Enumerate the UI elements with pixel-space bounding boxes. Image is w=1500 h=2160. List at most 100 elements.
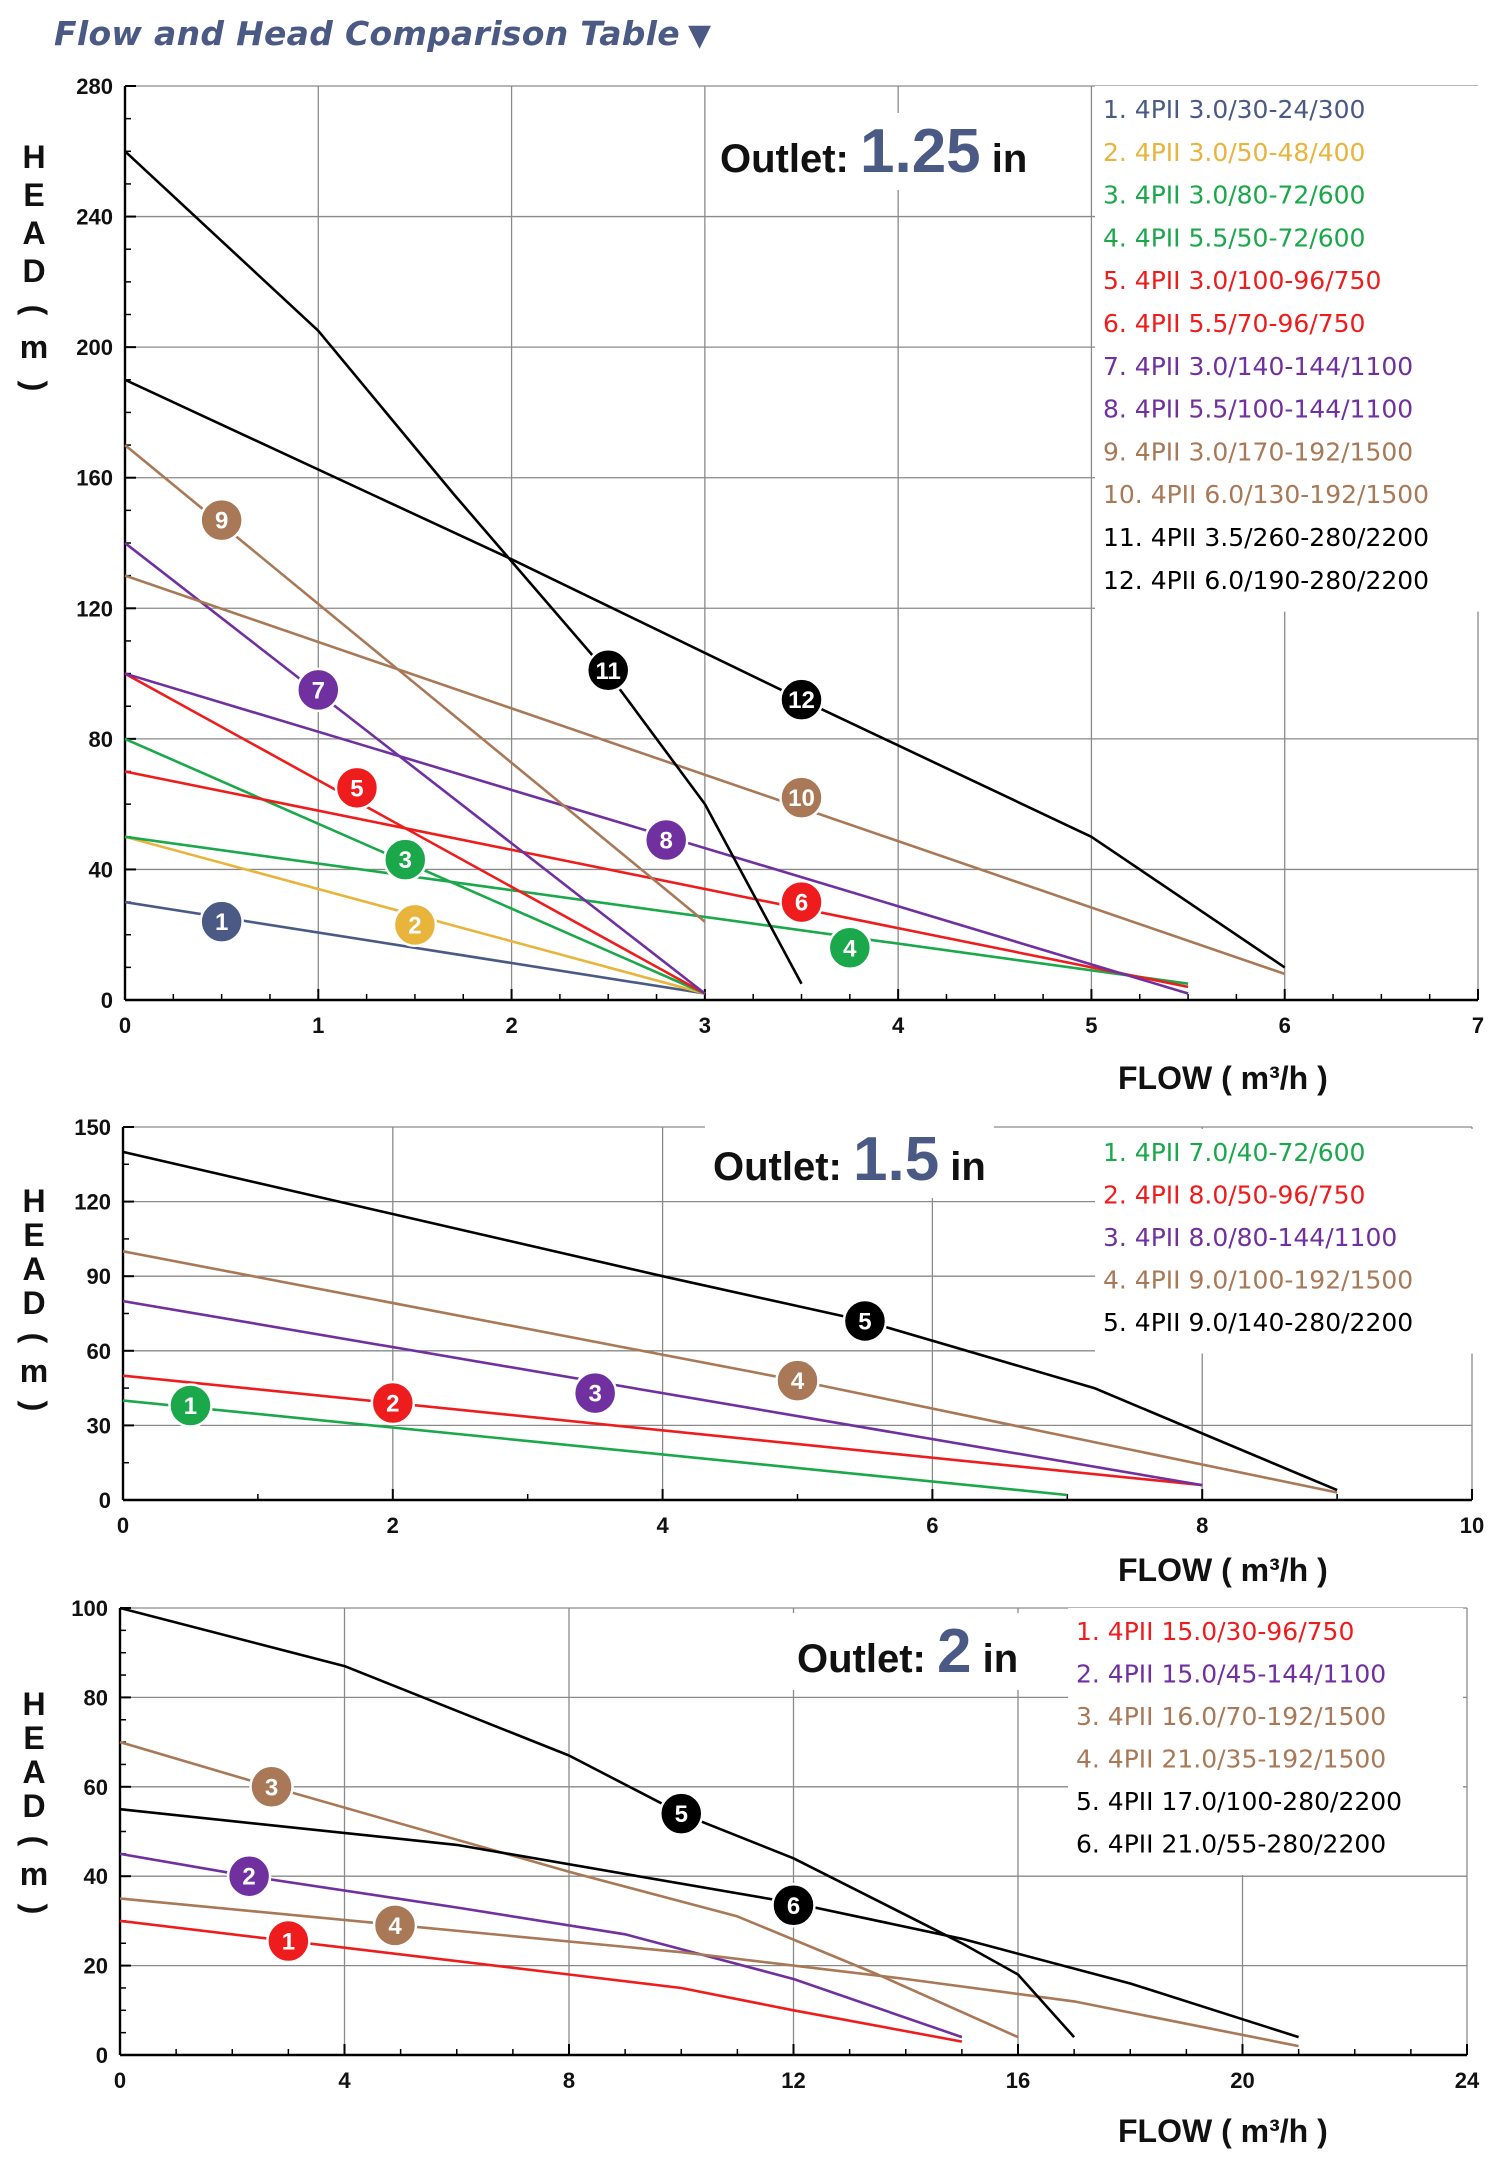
y-axis-label-char: ) <box>17 1904 53 1915</box>
series-marker-4 <box>372 1903 418 1948</box>
outlet-label: Outlet: 1.5 in <box>713 1125 986 1194</box>
series-marker-label-4: 4 <box>843 935 857 962</box>
legend-entry-11: 11. 4PII 3.5/260-280/2200 <box>1103 523 1429 552</box>
series-marker-label-1: 1 <box>184 1393 197 1420</box>
x-tick-label: 20 <box>1230 2068 1254 2093</box>
y-tick-label: 80 <box>89 727 113 752</box>
x-tick-label: 4 <box>338 2068 351 2093</box>
x-tick-label: 16 <box>1006 2068 1030 2093</box>
outlet-label: Outlet: 2 in <box>797 1617 1018 1686</box>
series-line-6 <box>124 770 1189 989</box>
series-marker-1 <box>168 1383 213 1428</box>
series-marker-label-2: 2 <box>242 1864 255 1891</box>
series-marker-5 <box>334 765 380 811</box>
legend-entry-5: 5. 4PII 17.0/100-280/2200 <box>1076 1787 1402 1816</box>
outlet-unit: in <box>981 137 1028 181</box>
y-axis-label-char: m <box>20 1856 48 1892</box>
series-marker-label-2: 2 <box>408 912 421 939</box>
legend-entry-6: 6. 4PII 5.5/70-96/750 <box>1103 309 1365 338</box>
series-marker-1 <box>266 1918 311 1964</box>
y-axis-label-char: ) <box>17 381 53 392</box>
legend-entry-3: 3. 4PII 3.0/80-72/600 <box>1103 181 1365 210</box>
outlet-box <box>789 1613 1027 1690</box>
outlet-label-text: Outlet: <box>713 1145 853 1189</box>
y-tick-label: 0 <box>101 988 113 1013</box>
series-line-5 <box>119 1606 1076 2038</box>
series-marker-label-5: 5 <box>350 775 363 802</box>
series-line-3 <box>122 1299 1203 1487</box>
x-tick-label: 10 <box>1460 1513 1484 1538</box>
series-marker-11 <box>585 648 631 693</box>
legend-entry-1: 1. 4PII 7.0/40-72/600 <box>1103 1138 1365 1167</box>
y-axis-label-char: E <box>23 177 44 213</box>
y-tick-label: 40 <box>84 1864 108 1889</box>
x-axis-label: FLOW ( m³/h ) <box>1118 1552 1328 1588</box>
page-title-text: Flow and Head Comparison Table <box>54 14 680 53</box>
legend-entry-6: 6. 4PII 21.0/55-280/2200 <box>1076 1830 1386 1859</box>
x-tick-label: 4 <box>892 1013 905 1038</box>
chart-2: 0 30 60 90 120 150 0 2 4 6 8 10 Outlet: 1.5 in 1 2 3 4 5 1… <box>17 1115 1490 1588</box>
x-tick-label: 2 <box>505 1013 517 1038</box>
outlet-size-value: 1.5 <box>853 1125 939 1194</box>
legend-entry-2: 2. 4PII 8.0/50-96/750 <box>1103 1181 1365 1210</box>
legend-entry-7: 7. 4PII 3.0/140-144/1100 <box>1103 352 1413 381</box>
y-axis-label-char: A <box>22 1251 45 1287</box>
series-marker-label-5: 5 <box>675 1801 688 1828</box>
outlet-box <box>705 1121 994 1198</box>
legend-box <box>1068 1608 1463 1875</box>
x-tick-label: 8 <box>1196 1513 1208 1538</box>
series-marker-7 <box>296 667 341 713</box>
series-marker-label-12: 12 <box>788 687 815 714</box>
x-tick-label: 2 <box>387 1513 399 1538</box>
series-marker-label-1: 1 <box>215 909 228 936</box>
series-marker-9 <box>199 497 244 543</box>
series-marker-5 <box>659 1791 704 1836</box>
x-tick-label: 3 <box>699 1013 711 1038</box>
y-axis-label-char: H <box>22 1686 45 1722</box>
legend-entry-10: 10. 4PII 6.0/130-192/1500 <box>1103 480 1429 509</box>
legend-entry-3: 3. 4PII 16.0/70-192/1500 <box>1076 1702 1386 1731</box>
x-tick-label: 6 <box>926 1513 938 1538</box>
legend-box <box>1095 86 1490 612</box>
legend-entry-2: 2. 4PII 3.0/50-48/400 <box>1103 138 1365 167</box>
outlet-label-text: Outlet: <box>797 1637 937 1681</box>
y-tick-label: 120 <box>76 596 113 621</box>
title-arrow-icon: ▼ <box>687 18 712 53</box>
legend-box <box>1095 1129 1490 1354</box>
legend-entry-4: 4. 4PII 21.0/35-192/1500 <box>1076 1745 1386 1774</box>
y-axis-label-char: D <box>22 1788 45 1824</box>
y-axis-label-char: A <box>22 215 45 251</box>
y-axis-label-char: ( <box>17 305 53 316</box>
y-tick-label: 90 <box>87 1264 111 1289</box>
y-tick-label: 40 <box>89 857 113 882</box>
y-tick-label: 280 <box>76 74 113 99</box>
series-line-7 <box>124 541 706 995</box>
series-marker-6 <box>771 1883 816 1928</box>
y-axis-label-char: ( <box>17 1836 53 1847</box>
y-tick-label: 200 <box>76 335 113 360</box>
outlet-label-text: Outlet: <box>720 137 860 181</box>
y-axis-label-char: ) <box>17 1401 53 1412</box>
legend-entry-5: 5. 4PII 3.0/100-96/750 <box>1103 266 1381 295</box>
series-marker-1 <box>199 899 244 944</box>
x-tick-label: 1 <box>312 1013 324 1038</box>
y-tick-label: 150 <box>74 1115 111 1140</box>
legend-entry-2: 2. 4PII 15.0/45-144/1100 <box>1076 1660 1386 1689</box>
outlet-box <box>712 113 1036 190</box>
series-marker-label-3: 3 <box>265 1774 278 1801</box>
legend-entry-1: 1. 4PII 15.0/30-96/750 <box>1076 1617 1354 1646</box>
y-axis-label-char: H <box>22 139 45 175</box>
series-marker-5 <box>842 1298 888 1344</box>
y-axis-label-char: E <box>23 1217 44 1253</box>
y-axis-label-char: H <box>22 1183 45 1219</box>
series-line-3 <box>119 1740 1019 2039</box>
x-tick-label: 0 <box>117 1513 129 1538</box>
series-line-2 <box>122 1374 1203 1487</box>
y-tick-label: 80 <box>84 1685 108 1710</box>
series-marker-2 <box>392 902 438 948</box>
series-line-4 <box>119 1897 1299 2048</box>
y-tick-label: 120 <box>74 1190 111 1215</box>
legend-entry-1: 1. 4PII 3.0/30-24/300 <box>1103 95 1365 124</box>
